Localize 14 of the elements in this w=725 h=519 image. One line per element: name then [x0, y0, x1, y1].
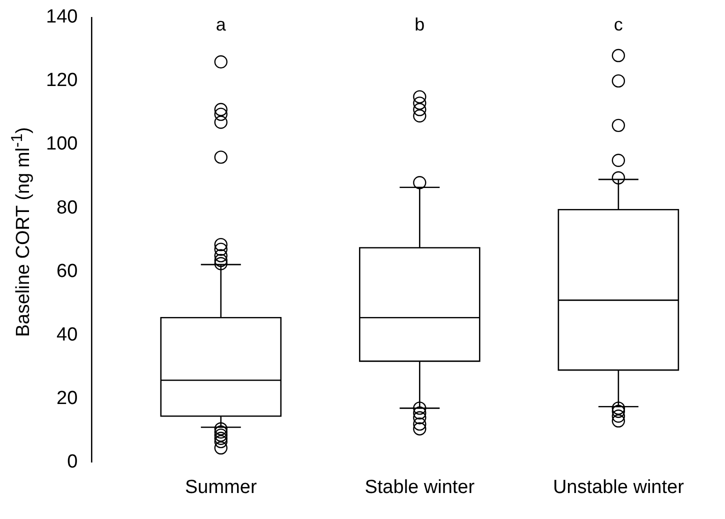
x-tick-label: Unstable winter	[552, 476, 685, 498]
annotation: b	[414, 14, 425, 34]
y-tick-label: 80	[56, 197, 78, 218]
y-tick-label: 140	[46, 6, 78, 28]
y-tick-label: 120	[46, 70, 78, 92]
x-tick-label: Stable winter	[364, 476, 476, 498]
y-tick-label: 0	[67, 451, 78, 472]
y-tick-label: 20	[56, 388, 78, 409]
x-tick-label: Summer	[184, 476, 258, 498]
y-tick-label: 60	[56, 260, 78, 282]
y-tick-label: 100	[46, 134, 78, 155]
annotation: a	[216, 14, 227, 34]
y-tick-label: 40	[56, 324, 78, 346]
annotation: c	[614, 14, 623, 34]
